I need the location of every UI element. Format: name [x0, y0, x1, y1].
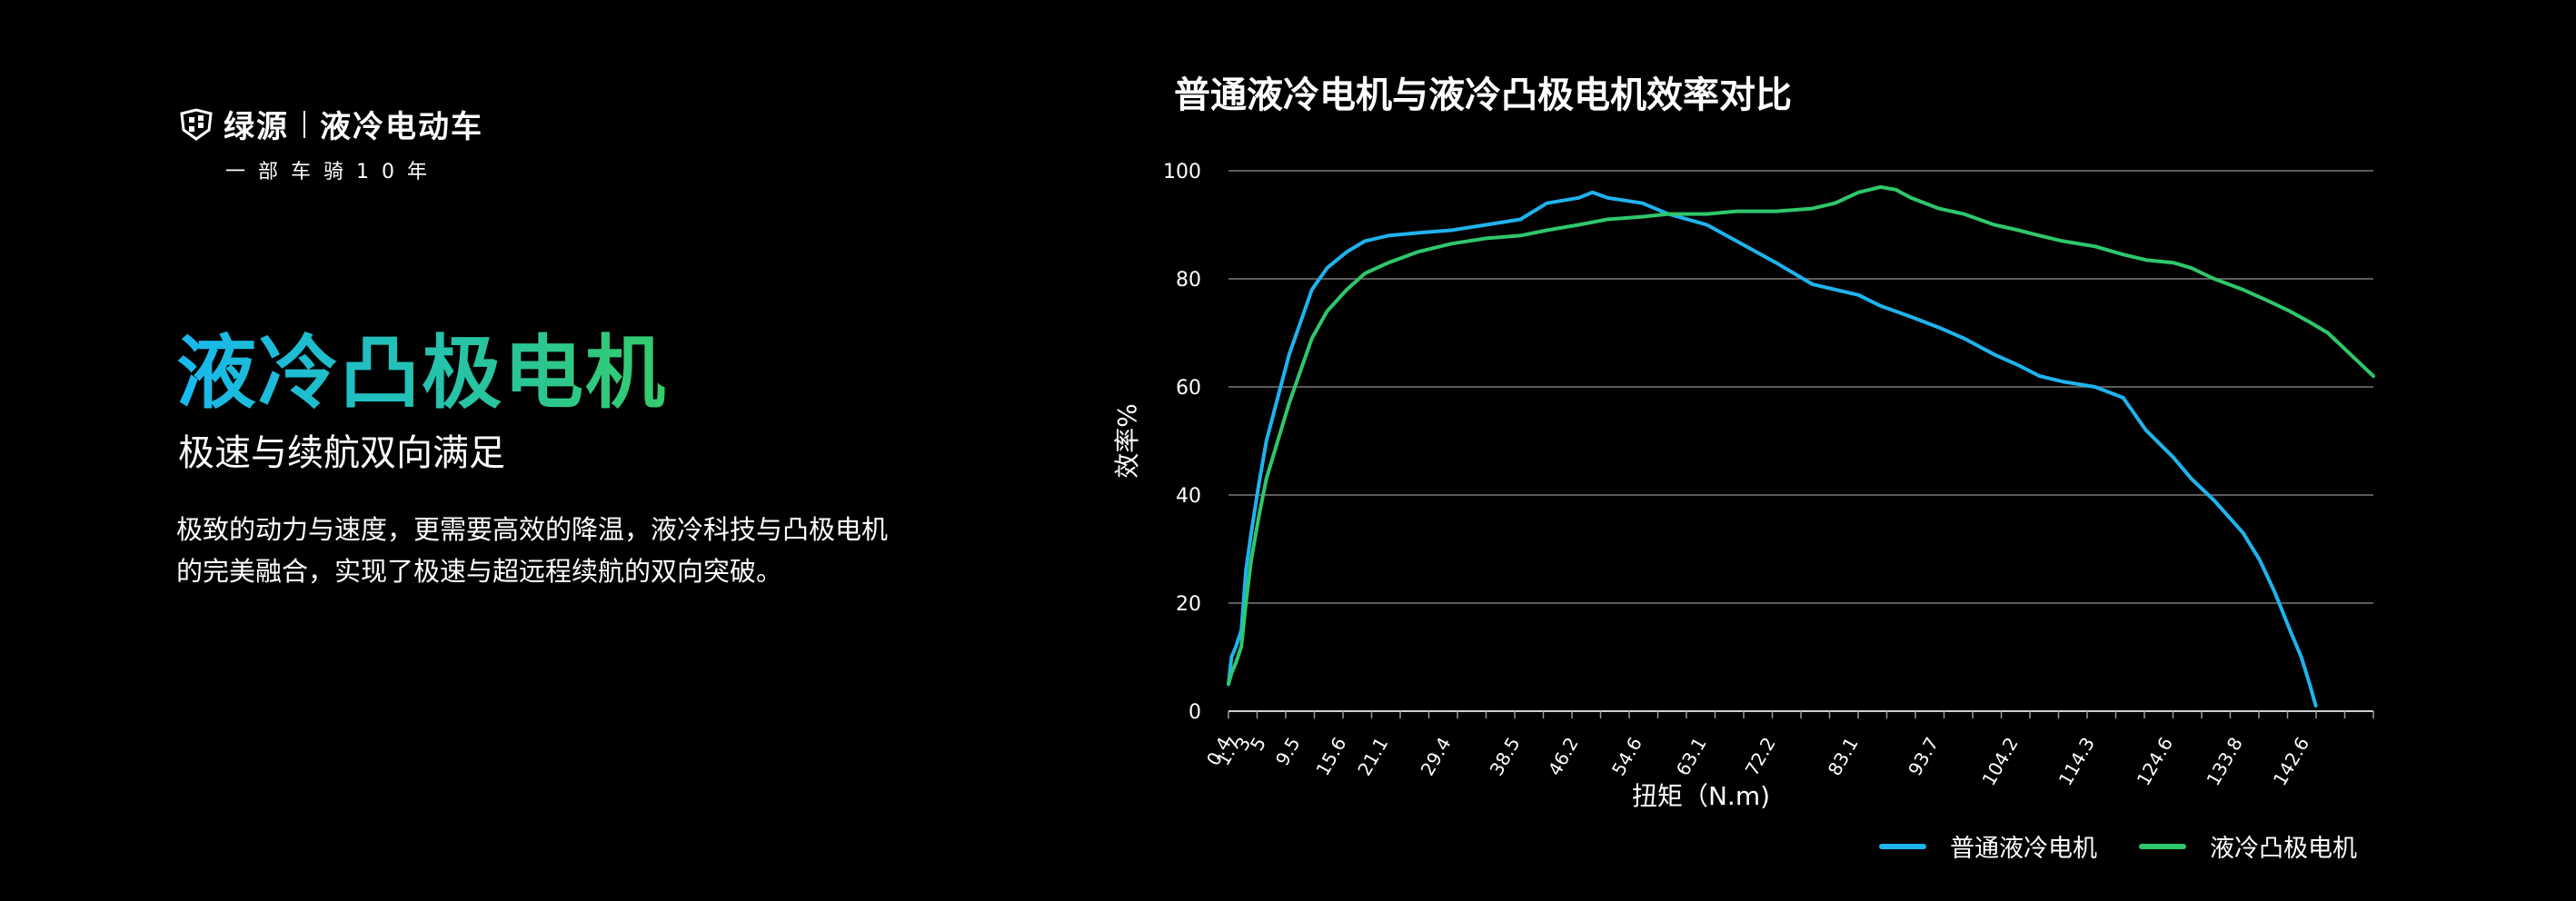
y-tick-label: 20 — [1176, 593, 1201, 616]
chart-legend: 普通液冷电机 液冷凸极电机 — [1879, 828, 2399, 864]
x-tick-label: 72.2 — [1741, 734, 1780, 780]
brand-name: 绿源 — [224, 109, 289, 145]
x-tick-label: 93.7 — [1904, 734, 1943, 780]
y-tick-label: 40 — [1176, 485, 1201, 508]
legend-swatch-standard — [1879, 843, 1926, 849]
series-line-salient — [1227, 184, 2375, 687]
brand-logo-icon — [178, 107, 214, 141]
legend-swatch-salient — [2139, 843, 2186, 849]
y-tick-label: 80 — [1176, 269, 1201, 292]
brand-product: 液冷电动车 — [320, 109, 483, 145]
y-tick-label: 100 — [1163, 161, 1201, 183]
x-tick-label: 21.1 — [1353, 734, 1392, 780]
legend-label-standard: 普通液冷电机 — [1950, 835, 2097, 863]
brand: 绿源 液冷电动车 一部车骑10年 — [178, 102, 483, 184]
x-tick-label: 46.2 — [1544, 734, 1583, 780]
y-tick-label: 60 — [1176, 377, 1201, 400]
hero-title: 液冷凸极电机 — [176, 309, 667, 424]
x-tick-label: 9.5 — [1271, 734, 1305, 770]
hero-subtitle: 极速与续航双向满足 — [178, 432, 505, 474]
legend-item-standard: 普通液冷电机 — [1879, 828, 2097, 864]
x-tick-label: 104.2 — [1977, 734, 2022, 790]
brand-tagline: 一部车骑10年 — [225, 161, 440, 183]
x-tick-label: 63.1 — [1672, 734, 1711, 780]
x-tick-label: 38.5 — [1486, 734, 1525, 780]
x-tick-label: 142.6 — [2269, 734, 2313, 790]
x-tick-label: 124.6 — [2133, 734, 2177, 790]
x-tick-label: 29.4 — [1417, 734, 1456, 780]
x-tick-label: 133.8 — [2202, 734, 2246, 790]
legend-item-salient: 液冷凸极电机 — [2139, 828, 2357, 864]
x-tick-label: 83.1 — [1824, 734, 1863, 780]
x-tick-label: 114.3 — [2054, 734, 2099, 790]
x-tick-label: 54.6 — [1607, 734, 1646, 780]
series-line-standard — [1227, 190, 2318, 708]
y-axis-title: 效率% — [1112, 403, 1142, 479]
chart-title: 普通液冷电机与液冷凸极电机效率对比 — [1174, 74, 1792, 116]
x-axis-title: 扭矩（N.m) — [1632, 781, 1770, 811]
hero-description: 极致的动力与速度，更需要高效的降温，液冷科技与凸极电机的完美融合，实现了极速与超… — [176, 514, 889, 587]
y-tick-label: 0 — [1189, 701, 1201, 724]
legend-label-salient: 液冷凸极电机 — [2210, 835, 2357, 863]
x-tick-label: 15.6 — [1311, 734, 1350, 780]
brand-divider — [303, 110, 305, 138]
